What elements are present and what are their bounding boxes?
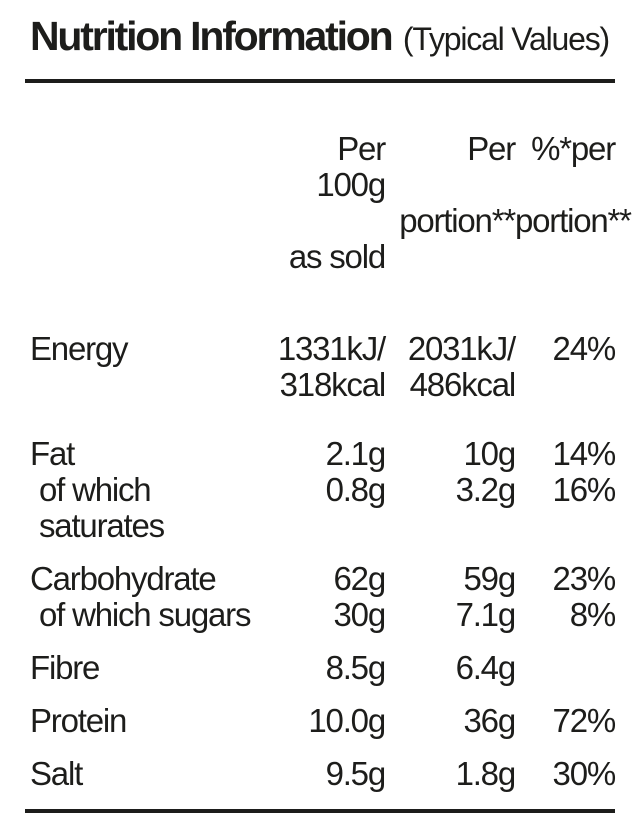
percent-value: 23% bbox=[552, 560, 617, 597]
nutrient-label: Protein bbox=[30, 702, 127, 739]
table-row: Fibre 8.5g 6.4g bbox=[25, 650, 615, 686]
bottom-divider bbox=[25, 809, 615, 813]
per-100g-value: 30g bbox=[333, 596, 387, 633]
per-100g-value: 10.0g bbox=[308, 702, 386, 739]
per-100g-value: 0.8g bbox=[325, 471, 387, 508]
percent-value: 30% bbox=[552, 755, 617, 792]
header-per-portion: Per portion** bbox=[385, 95, 516, 275]
per-portion-value: 10g bbox=[463, 435, 517, 472]
percent-value: 24% bbox=[552, 330, 617, 367]
table-row: of which sugars 30g 7.1g 8% bbox=[25, 596, 616, 633]
per-portion-value: 59g bbox=[463, 560, 517, 597]
per-100g-value: 2.1g bbox=[325, 435, 387, 472]
nutrient-label: Fibre bbox=[30, 649, 100, 686]
header-per-100g-line2: as sold bbox=[288, 238, 386, 275]
per-portion-value: 7.1g bbox=[455, 596, 517, 633]
header-percent-line1: %*per bbox=[531, 130, 616, 167]
top-divider bbox=[25, 79, 615, 83]
table-row: Protein 10.0g 36g 72% bbox=[25, 702, 617, 739]
nutrient-label: Carbohydrate bbox=[30, 560, 217, 597]
header-percent-per-portion: %*per portion** bbox=[515, 95, 632, 275]
title-text: Nutrition Information bbox=[30, 13, 394, 59]
per-100g-value: 9.5g bbox=[325, 755, 387, 792]
nutrient-label: Energy bbox=[30, 330, 129, 367]
per-portion-value: 2031kJ/ 486kcal bbox=[407, 330, 516, 403]
table-header: Per 100g as sold Per portion** %*per por… bbox=[25, 95, 632, 311]
percent-value: 16% bbox=[552, 471, 617, 508]
per-100g-value: 62g bbox=[333, 560, 387, 597]
table-row: Carbohydrate 62g 59g 23% bbox=[25, 560, 617, 597]
per-100g-value: 1331kJ/ 318kcal bbox=[277, 330, 386, 403]
per-portion-value: 6.4g bbox=[455, 649, 517, 686]
table-row: Fat 2.1g 10g 14% bbox=[25, 435, 617, 472]
percent-value: 72% bbox=[552, 702, 617, 739]
table-row: of which saturates 0.8g 3.2g 16% bbox=[25, 471, 617, 544]
header-per-100g: Per 100g as sold bbox=[270, 95, 386, 311]
nutrient-label: Fat bbox=[30, 435, 75, 472]
header-per-100g-line1: Per 100g bbox=[316, 130, 386, 203]
nutrient-label: of which sugars bbox=[39, 596, 251, 633]
per-portion-value: 36g bbox=[463, 702, 517, 739]
page-title: Nutrition Information (Typical Values) bbox=[25, 12, 615, 70]
table-row: Salt 9.5g 1.8g 30% bbox=[25, 755, 617, 792]
nutrient-label: Salt bbox=[30, 755, 83, 792]
title-suffix-text: (Typical Values) bbox=[402, 21, 610, 57]
header-percent-line2: portion** bbox=[515, 202, 632, 239]
per-portion-value: 3.2g bbox=[455, 471, 517, 508]
percent-value: 8% bbox=[569, 596, 616, 633]
table-row: Energy 1331kJ/ 318kcal 2031kJ/ 486kcal 2… bbox=[25, 330, 617, 403]
header-per-portion-line1: Per bbox=[467, 130, 516, 167]
per-100g-value: 8.5g bbox=[325, 649, 387, 686]
nutrient-label: of which saturates bbox=[39, 471, 165, 544]
percent-value: 14% bbox=[552, 435, 617, 472]
per-portion-value: 1.8g bbox=[455, 755, 517, 792]
nutrition-rows: Energy 1331kJ/ 318kcal 2031kJ/ 486kcal 2… bbox=[25, 330, 617, 792]
header-per-portion-line2: portion** bbox=[399, 202, 516, 239]
